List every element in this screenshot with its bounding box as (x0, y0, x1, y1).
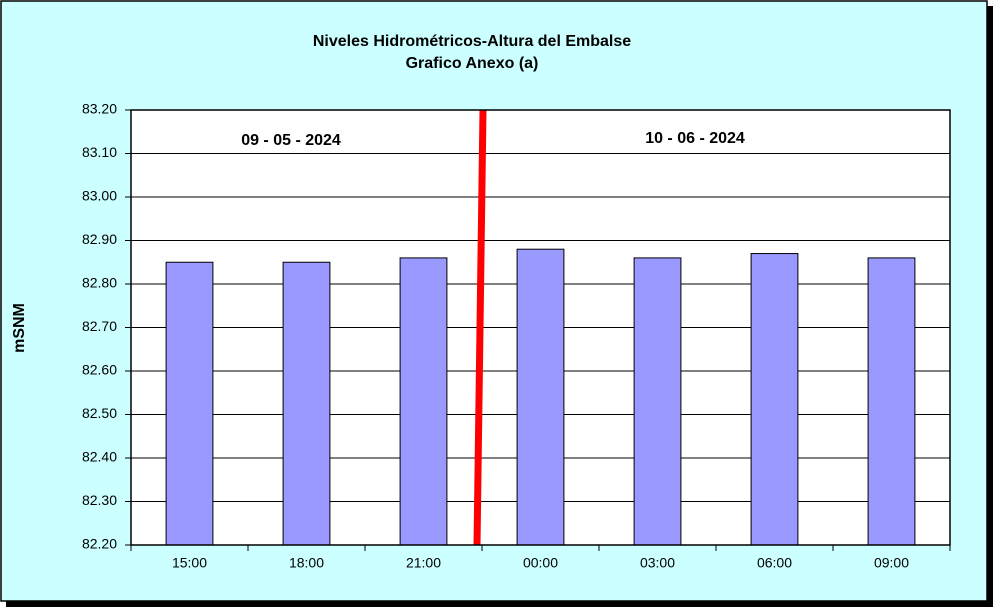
plot-border (130, 109, 951, 546)
y-tick-label: 83.10 (82, 144, 117, 160)
date-divider (473, 109, 487, 546)
chart-title: Niveles Hidrométricos-Altura del Embalse (313, 33, 631, 50)
bar (633, 257, 682, 546)
y-tick-label: 82.40 (82, 449, 117, 465)
bar (399, 257, 448, 546)
y-tick-label: 82.20 (82, 536, 117, 552)
x-tick-label: 00:00 (523, 555, 558, 571)
x-tick-label: 06:00 (757, 555, 792, 571)
chart-subtitle: Grafico Anexo (a) (406, 55, 539, 72)
x-tick-label: 15:00 (172, 555, 207, 571)
y-tick-label: 82.70 (82, 318, 117, 334)
y-axis-label: mSNM (11, 303, 28, 353)
annotation: 10 - 06 - 2024 (645, 130, 745, 147)
annotation: 09 - 05 - 2024 (241, 132, 341, 149)
bar (867, 257, 916, 546)
y-tick-label: 82.50 (82, 405, 117, 421)
bar (282, 261, 331, 546)
y-tick-label: 82.80 (82, 275, 117, 291)
bar (165, 261, 214, 546)
x-tick-label: 18:00 (289, 555, 324, 571)
y-tick-label: 83.00 (82, 188, 117, 204)
y-tick-label: 82.30 (82, 492, 117, 508)
x-tick-label: 03:00 (640, 555, 675, 571)
x-tick-label: 09:00 (874, 555, 909, 571)
y-tick-label: 82.60 (82, 362, 117, 378)
x-tick-label: 21:00 (406, 555, 441, 571)
bar (750, 253, 799, 546)
y-tick-label: 83.20 (82, 101, 117, 117)
bar (516, 248, 565, 546)
y-tick-label: 82.90 (82, 231, 117, 247)
